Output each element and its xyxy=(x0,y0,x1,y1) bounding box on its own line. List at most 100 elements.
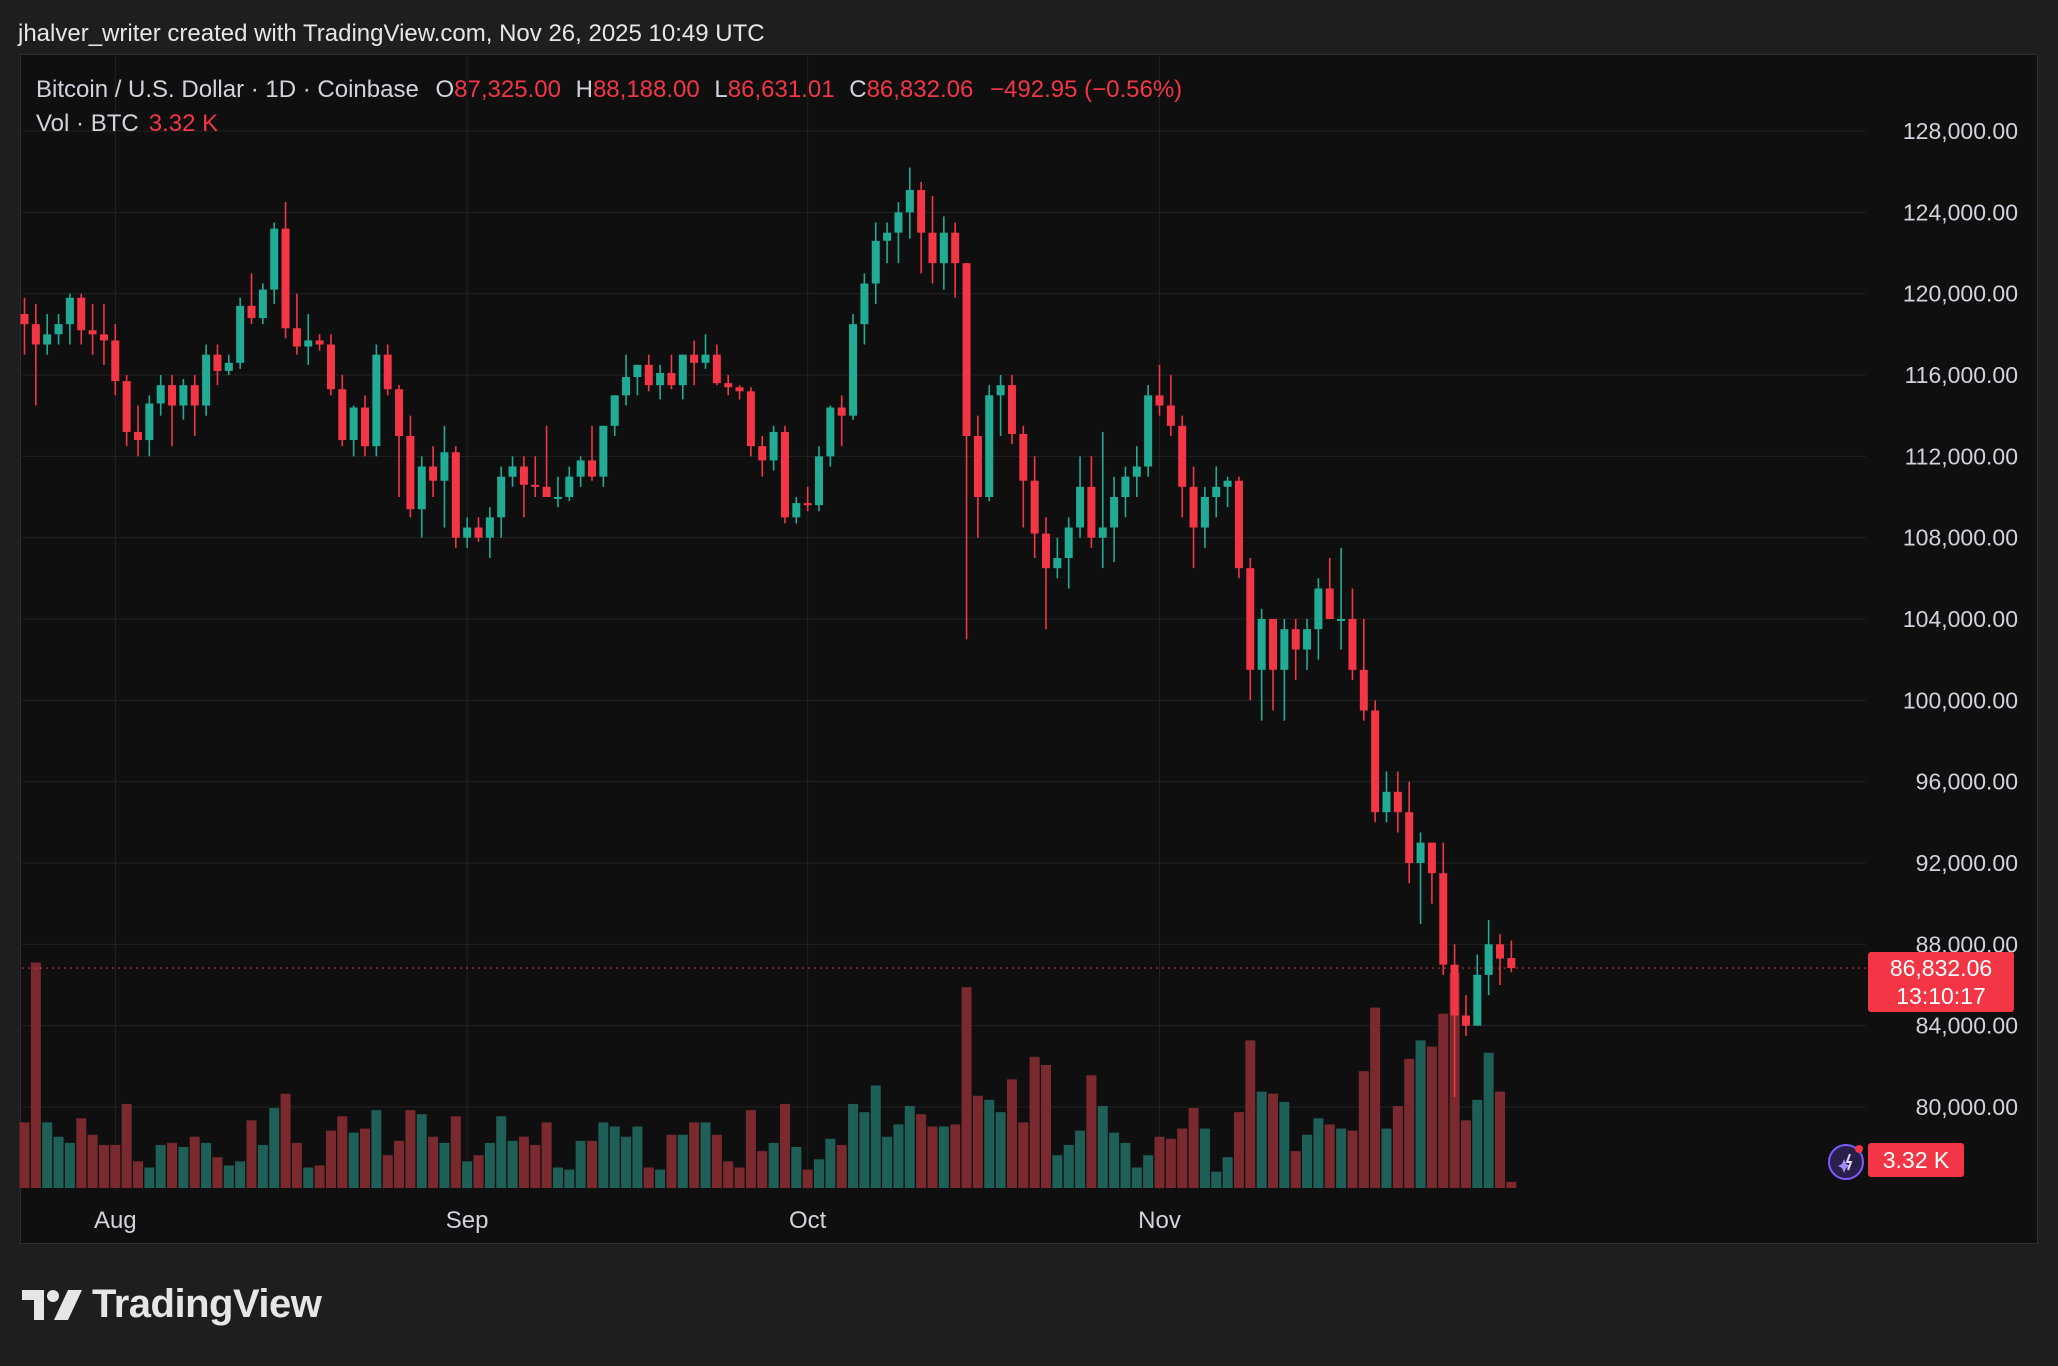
candle-body xyxy=(1280,629,1289,670)
volume-bar xyxy=(757,1151,768,1188)
candle-body xyxy=(202,354,211,406)
candle-body xyxy=(1382,791,1391,813)
candle-body xyxy=(1393,791,1402,813)
volume-bar xyxy=(1086,1075,1097,1188)
volume-bar xyxy=(42,1122,53,1188)
volume-bar xyxy=(19,1122,30,1188)
volume-bar xyxy=(961,987,972,1188)
candle-body xyxy=(20,314,29,325)
volume-bar xyxy=(859,1112,870,1188)
candle-body xyxy=(224,362,233,371)
volume-bar xyxy=(1495,1091,1505,1188)
volume-bar xyxy=(655,1169,666,1188)
volume-bar xyxy=(723,1161,734,1188)
candle-body xyxy=(395,389,404,436)
chart-caption: jhalver_writer created with TradingView.… xyxy=(18,20,765,47)
volume-bar xyxy=(87,1134,98,1188)
candle-body xyxy=(531,484,540,487)
low-value: 86,631.01 xyxy=(727,76,835,103)
volume-bar xyxy=(530,1144,541,1188)
candle-body xyxy=(1484,944,1493,975)
volume-bar xyxy=(1426,1046,1437,1188)
last-price-value: 86,832.06 xyxy=(1889,955,1993,981)
candle-body xyxy=(1223,480,1232,487)
volume-bar xyxy=(1018,1122,1029,1188)
candle-body xyxy=(1450,964,1459,1016)
volume-bar xyxy=(178,1147,189,1188)
volume-label[interactable]: Vol · BTC xyxy=(36,110,139,137)
volume-bar xyxy=(235,1161,246,1188)
candle-body xyxy=(735,387,744,392)
high-value: 88,188.00 xyxy=(592,76,700,103)
volume-bar xyxy=(507,1140,518,1188)
volume-bar xyxy=(825,1138,836,1188)
candle-body xyxy=(871,240,880,284)
candle-body xyxy=(939,232,948,264)
candle-body xyxy=(1042,533,1050,569)
volume-bar xyxy=(518,1136,529,1188)
candle-body xyxy=(769,431,778,461)
volume-bar xyxy=(1233,1112,1244,1188)
candle-body xyxy=(951,232,960,264)
volume-bar xyxy=(1188,1108,1199,1188)
candle-body xyxy=(122,381,131,432)
volume-bar xyxy=(632,1126,643,1188)
volume-bar xyxy=(167,1142,178,1188)
chart-panel[interactable] xyxy=(20,54,2038,1244)
volume-bar xyxy=(382,1155,393,1188)
volume-bar xyxy=(700,1122,711,1188)
candle-body xyxy=(712,354,721,384)
volume-bar xyxy=(870,1085,881,1188)
volume-bar xyxy=(348,1132,359,1188)
tradingview-logo[interactable]: TradingView xyxy=(22,1282,322,1327)
candle-body xyxy=(292,328,301,347)
candle-body xyxy=(270,228,279,290)
candle-body xyxy=(1405,812,1414,863)
y-tick-label: 104,000.00 xyxy=(1903,606,2018,632)
volume-bar xyxy=(1245,1040,1256,1188)
y-tick-label: 128,000.00 xyxy=(1903,118,2018,144)
volume-bar xyxy=(621,1136,632,1188)
candle-body xyxy=(429,466,438,481)
volume-bar xyxy=(1347,1130,1358,1188)
candle-body xyxy=(326,344,335,390)
volume-bar xyxy=(1063,1144,1074,1188)
candle-body xyxy=(1234,480,1243,569)
volume-bar xyxy=(1177,1128,1188,1188)
candle-body xyxy=(1314,588,1323,630)
candle-body xyxy=(656,372,665,386)
symbol-label[interactable]: Bitcoin / U.S. Dollar · 1D · Coinbase xyxy=(36,76,419,103)
volume-bar xyxy=(337,1116,348,1188)
volume-bar xyxy=(609,1126,620,1188)
volume-bar xyxy=(1506,1181,1517,1188)
candle-body xyxy=(622,377,631,396)
candle-body xyxy=(610,395,619,426)
candle-body xyxy=(1496,944,1504,959)
volume-bar xyxy=(1211,1171,1222,1188)
candle-body xyxy=(65,297,74,325)
candle-body xyxy=(588,460,596,477)
volume-bar xyxy=(1052,1155,1063,1188)
candle-body xyxy=(599,425,608,477)
assistant-sparkle-icon[interactable] xyxy=(1826,1142,1866,1182)
volume-bar xyxy=(984,1099,995,1188)
candle-body xyxy=(474,527,483,538)
candle-body xyxy=(803,503,812,506)
volume-bar xyxy=(303,1167,314,1188)
candle-body xyxy=(406,436,415,510)
volume-bar xyxy=(496,1116,507,1188)
x-tick-label: Sep xyxy=(446,1207,489,1234)
volume-bar xyxy=(1381,1128,1392,1188)
candle-body xyxy=(485,517,494,538)
candle-body xyxy=(701,354,710,363)
bar-countdown: 13:10:17 xyxy=(1896,983,1986,1009)
candle-body xyxy=(417,466,426,510)
candle-body xyxy=(553,497,562,499)
volume-bar xyxy=(1097,1106,1108,1188)
volume-bar xyxy=(1041,1065,1051,1188)
candle-body xyxy=(213,354,222,371)
candle-body xyxy=(905,189,914,213)
candle-body xyxy=(338,389,347,441)
candle-body xyxy=(678,354,687,386)
